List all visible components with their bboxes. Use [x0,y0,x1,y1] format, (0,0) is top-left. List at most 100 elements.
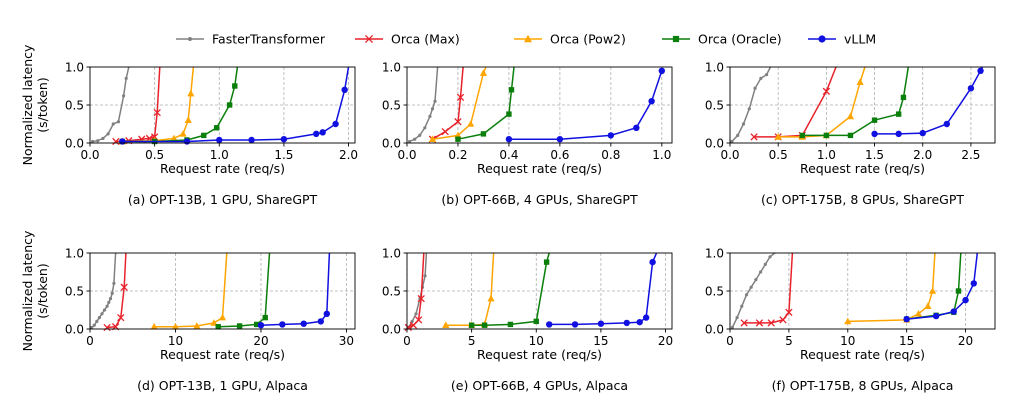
data-point [753,86,757,90]
series-orca-pow2 [844,252,937,325]
data-point [116,120,121,124]
y-axis-label-line1: Normalized latency [20,230,35,351]
data-point [122,94,126,98]
data-point [428,135,437,142]
data-point [768,255,772,259]
data-point [150,322,158,330]
legend-label: FasterTransformer [212,32,326,47]
data-point [279,321,286,328]
data-point [749,285,753,289]
legend: FasterTransformer Orca (Max) Orca (Pow2) Or… [176,32,876,47]
data-point [100,312,104,316]
legend-label: vLLM [844,32,876,47]
data-point [105,304,109,308]
data-point [468,322,475,328]
data-point [649,258,656,266]
data-point [441,127,449,136]
data-point [106,132,110,136]
data-point [414,316,423,324]
data-point [112,281,116,285]
marker-stroke [120,283,128,291]
data-point [179,130,187,137]
data-point [95,319,99,323]
series-fastertransformer [407,66,439,144]
x-tick-label: 20 [958,334,973,348]
data-point [184,116,192,123]
data-point [454,118,462,126]
x-tick-label: 10 [840,334,855,348]
data-point [442,321,450,328]
x-tick-label: 1.5 [865,148,884,162]
y-tick-label: 0.0 [382,322,401,336]
data-point [97,316,102,320]
data-point [962,296,969,304]
data-point [216,136,223,144]
panel-caption: (d) OPT-13B, 1 GPU, Alpaca [137,378,308,393]
legend-item: Orca (Max) [355,32,460,47]
series-orca-max [103,252,128,332]
series-line [847,252,936,323]
data-point [871,117,878,123]
data-point [597,320,605,327]
x-tick-label: 1.0 [652,148,671,162]
data-point [636,318,643,326]
series-group [404,252,658,332]
y-tick-label: 0.5 [705,98,724,112]
data-point [556,136,564,143]
data-point [774,133,782,140]
data-point [236,323,243,329]
y-axis-label-top: Normalized latency (s/token) [20,44,50,165]
data-point [970,280,977,287]
x-tick-label: 0.0 [397,148,416,162]
data-point [755,319,764,327]
data-point [763,262,767,266]
x-tick-label: 0.5 [769,148,788,162]
legend-label: Orca (Max) [391,32,460,47]
data-point [319,129,326,136]
data-point [895,130,902,138]
data-point [262,314,268,321]
marker-stroke [755,319,764,327]
marker-stroke [112,137,120,146]
data-point [201,132,207,139]
data-point [658,67,666,75]
marker-stroke [117,313,125,322]
data-point [480,131,487,137]
y-tick-label: 1.0 [382,60,401,74]
data-point [672,35,680,43]
x-tick-label: 1.0 [817,148,836,162]
x-tick-label: 0.0 [80,148,99,162]
data-point [524,34,532,43]
data-point [103,323,111,332]
legend-label: Orca (Oracle) [698,32,782,47]
data-point [90,139,95,144]
chart-panel-e: 0 5 10 15 20 0.0 0.5 1.0 Request rate (req/s) (e)… [382,246,673,393]
y-tick-label: 1.0 [65,60,84,74]
y-tick-label: 1.0 [705,60,724,74]
data-point [92,323,96,327]
series-orca-oracle [119,66,239,145]
chart-panel-d: 0 10 20 30 0.0 0.5 1.0 Request rate (req/s) (d) … [65,246,356,393]
data-point [847,132,854,139]
y-tick-label: 1.0 [705,246,724,260]
series-line [508,70,663,140]
y-tick-label: 0.0 [65,322,84,336]
legend-label: Orca (Pow2) [550,32,626,47]
data-point [153,108,161,117]
series-line [906,252,979,320]
x-tick-label: 0 [403,334,411,348]
y-tick-label: 1.0 [382,246,401,260]
y-tick-label: 0.0 [382,136,401,150]
data-point [735,316,739,320]
series-vllm [257,252,331,329]
x-tick-label: 2.0 [339,148,358,162]
series-orca-oracle [215,252,271,330]
x-tick-label: 15 [899,334,914,348]
x-axis-label: Request rate (req/s) [800,347,925,362]
marker-stroke [414,316,423,324]
data-point [919,129,926,137]
panel-caption: (a) OPT-13B, 1 GPU, ShareGPT [128,192,318,207]
x-tick-label: 2.0 [913,148,932,162]
